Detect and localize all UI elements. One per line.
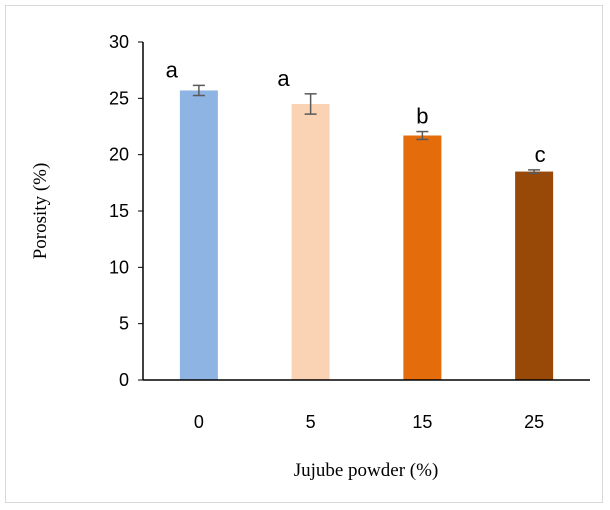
y-tick-label: 10 <box>109 257 129 277</box>
significance-labels: a a b c <box>166 57 546 167</box>
chart-frame <box>5 5 603 503</box>
bar <box>515 171 554 380</box>
y-axis-ticks: 0 5 10 15 20 25 30 <box>109 32 143 390</box>
y-axis-title: Porosity (%) <box>30 163 51 260</box>
x-tick-label: 25 <box>524 412 544 432</box>
significance-label: b <box>416 104 428 129</box>
bar <box>291 103 330 380</box>
significance-label: a <box>166 57 179 82</box>
y-tick-label: 5 <box>119 314 129 334</box>
x-axis-title: Jujube powder (%) <box>294 460 439 481</box>
significance-label: c <box>535 142 546 167</box>
y-tick-label: 0 <box>119 370 129 390</box>
bar <box>179 90 218 381</box>
bars <box>179 90 554 381</box>
error-bars <box>192 84 541 175</box>
significance-label: a <box>277 66 290 91</box>
x-tick-label: 15 <box>412 412 432 432</box>
y-tick-label: 25 <box>109 88 129 108</box>
y-tick-label: 15 <box>109 201 129 221</box>
y-tick-label: 20 <box>109 145 129 165</box>
x-tick-label: 0 <box>194 412 204 432</box>
x-tick-label: 5 <box>306 412 316 432</box>
y-tick-label: 30 <box>109 32 129 52</box>
bar <box>403 135 442 380</box>
x-axis-ticks: 0 5 15 25 <box>194 412 544 432</box>
